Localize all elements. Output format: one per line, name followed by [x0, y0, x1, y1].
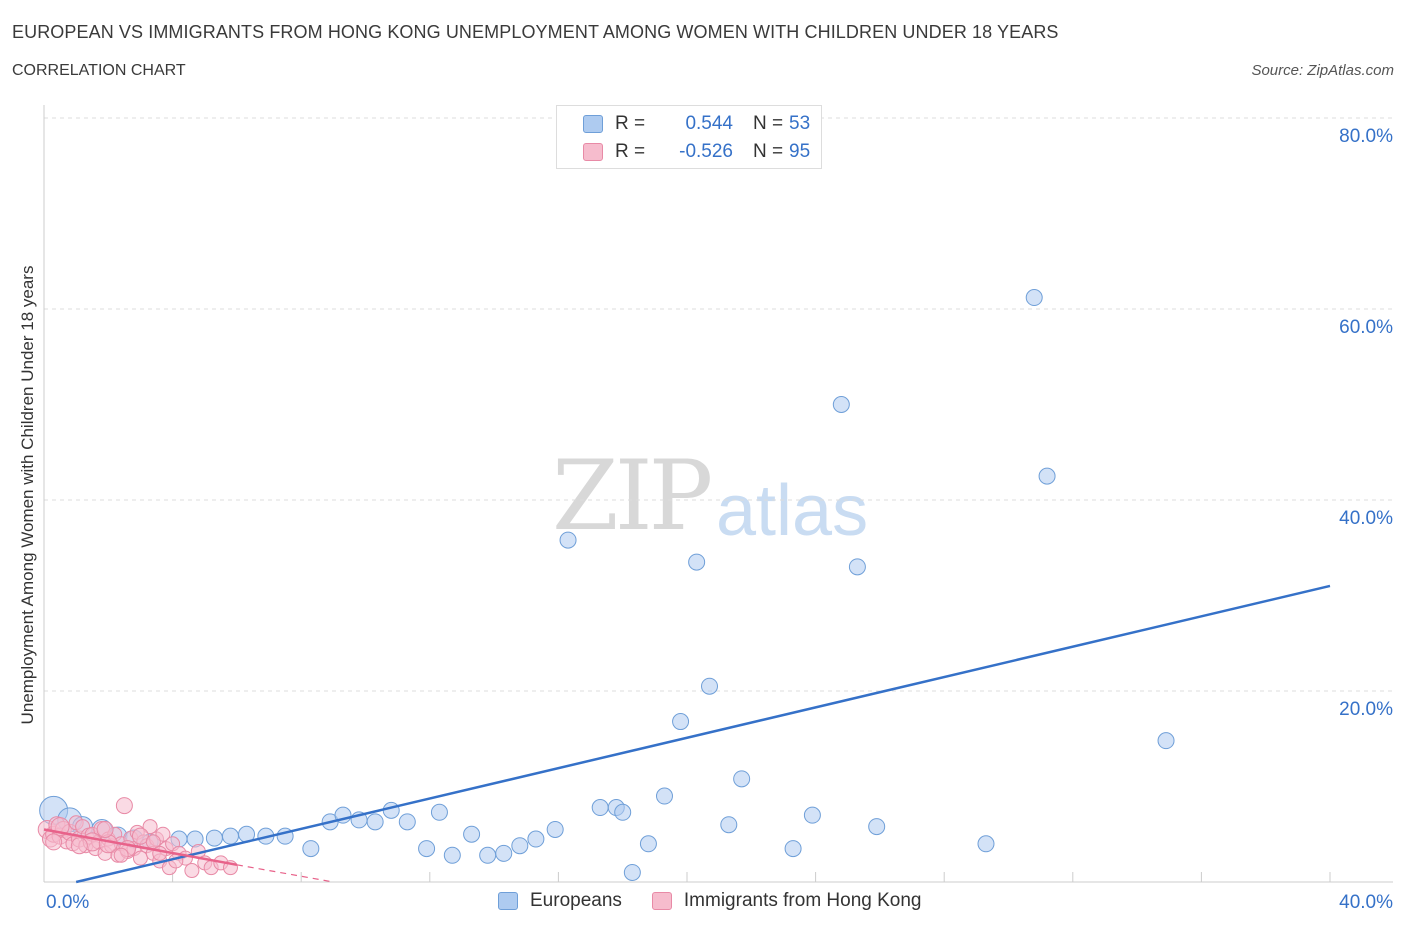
series-legend-europeans[interactable]: Europeans	[498, 890, 622, 912]
europeans-point	[1038, 467, 1056, 485]
europeans-point	[430, 803, 448, 821]
europeans-point	[591, 799, 609, 817]
series-swatch-europeans	[498, 892, 518, 910]
europeans-point	[221, 827, 239, 845]
europeans-point	[479, 846, 497, 864]
series-legend-hong-kong[interactable]: Immigrants from Hong Kong	[651, 890, 922, 912]
hong-kong-point	[131, 827, 149, 845]
chart-title: EUROPEAN VS IMMIGRANTS FROM HONG KONG UN…	[12, 22, 1059, 42]
y-tick-label: 80.0%	[1339, 126, 1393, 147]
series-label-europeans: Europeans	[530, 890, 622, 911]
series-legend: Europeans Immigrants from Hong Kong	[498, 890, 952, 912]
europeans-point	[511, 837, 529, 855]
legend-r-value: 0.544	[685, 113, 733, 134]
europeans-point	[382, 801, 400, 819]
legend-r-label: R =	[615, 113, 646, 134]
y-tick-label: 40.0%	[1339, 508, 1393, 529]
europeans-point	[463, 825, 481, 843]
europeans-point	[672, 713, 690, 731]
europeans-point	[302, 840, 320, 858]
x-tick-label: 40.0%	[1339, 892, 1393, 913]
chart-subtitle: CORRELATION CHART	[12, 62, 186, 79]
hong-kong-point	[142, 819, 158, 835]
europeans-point	[639, 835, 657, 853]
europeans-point	[418, 840, 436, 858]
hong-kong-trend-line	[43, 828, 238, 867]
europeans-point	[701, 677, 719, 695]
hong-kong-point	[152, 845, 168, 861]
europeans-point	[546, 820, 564, 838]
hong-kong-point	[132, 850, 148, 866]
legend-row-europeans: R = 0.544 N = 53	[583, 111, 810, 137]
legend-n-value: 53	[789, 113, 811, 134]
europeans-point	[495, 844, 513, 862]
legend-r-value: -0.526	[679, 141, 733, 162]
x-tick-label: 0.0%	[46, 892, 89, 913]
y-tick-label: 60.0%	[1339, 317, 1393, 338]
legend-n-label: N =	[753, 113, 784, 134]
watermark-zip: ZIP	[552, 440, 713, 552]
legend-r-label: R =	[615, 141, 646, 162]
europeans-point	[720, 816, 738, 834]
legend-swatch-hong-kong	[583, 143, 603, 161]
legend-n-label: N =	[753, 141, 784, 162]
europeans-point	[803, 806, 821, 824]
y-axis-label: Unemployment Among Women with Children U…	[18, 265, 37, 725]
europeans-point	[832, 396, 850, 413]
hong-kong-trend-extension	[236, 864, 334, 883]
europeans-point	[1025, 289, 1043, 307]
legend-n-value: 95	[789, 141, 811, 162]
hong-kong-point	[96, 820, 114, 838]
watermark-atlas: atlas	[716, 471, 869, 551]
series-swatch-hong-kong	[651, 892, 672, 910]
y-tick-label: 20.0%	[1339, 699, 1393, 720]
europeans-point	[623, 863, 641, 881]
europeans-point	[443, 846, 461, 864]
legend-swatch-europeans	[583, 115, 603, 133]
hong-kong-point	[45, 833, 63, 851]
europeans-point	[655, 787, 673, 805]
europeans-point	[848, 558, 866, 576]
europeans-point	[205, 829, 223, 847]
europeans-point	[733, 770, 751, 788]
hong-kong-point	[184, 863, 200, 879]
europeans-point	[527, 830, 545, 848]
source-label: Source: ZipAtlas.com	[1251, 62, 1394, 79]
europeans-point	[868, 818, 886, 836]
europeans-point	[1157, 732, 1175, 750]
europeans-point	[688, 553, 706, 571]
europeans-point	[977, 835, 995, 853]
europeans-point	[398, 813, 416, 831]
europeans-point	[559, 531, 577, 549]
hong-kong-point	[113, 847, 129, 863]
legend-row-hong-kong: R = -0.526 N = 95	[583, 139, 810, 165]
europeans-point	[366, 813, 384, 831]
hong-kong-point	[98, 834, 118, 854]
europeans-point	[784, 840, 802, 858]
hong-kong-point	[115, 797, 133, 815]
hong-kong-point	[70, 837, 88, 855]
series-label-hong-kong: Immigrants from Hong Kong	[683, 890, 922, 911]
europeans-trend-line	[75, 584, 1331, 884]
stats-legend: R = 0.544 N = 53 R = -0.526 N = 95	[556, 105, 822, 169]
europeans-point	[614, 803, 632, 821]
